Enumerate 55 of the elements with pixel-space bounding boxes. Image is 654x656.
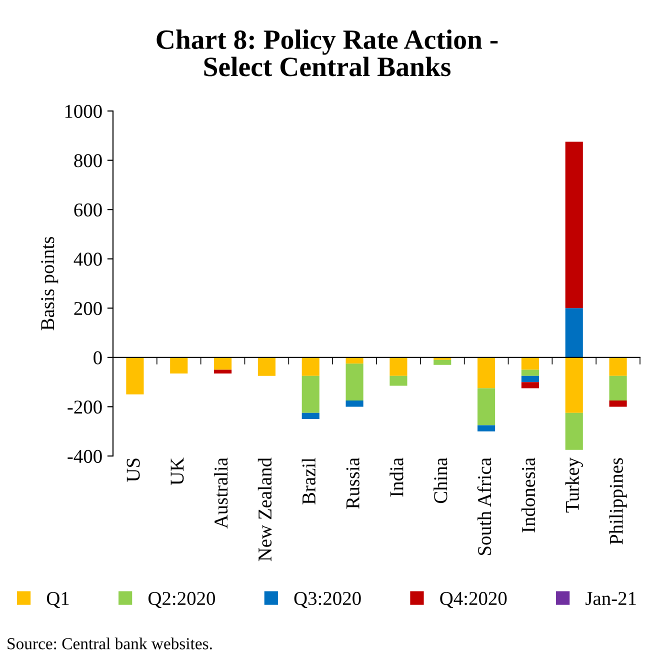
x-tick-label: Indonesia — [521, 458, 536, 532]
legend-label: Jan-21 — [586, 592, 636, 606]
legend-label: Q1 — [46, 592, 69, 608]
legend-label: Q3:2020 — [294, 592, 361, 608]
y-tick-label: 800 — [74, 154, 102, 168]
y-tick-label: -200 — [68, 400, 102, 414]
legend-label: Q4:2020 — [440, 592, 507, 608]
x-tick-label: UK — [170, 458, 184, 486]
y-tick-label: 400 — [74, 252, 102, 266]
x-tick-label: South Africa — [477, 458, 492, 555]
bar — [258, 357, 276, 376]
bar — [565, 412, 583, 450]
y-tick-label: 200 — [74, 302, 102, 316]
x-tick-label: Brazil — [302, 458, 316, 504]
y-tick-label: -400 — [68, 450, 102, 463]
bar — [434, 360, 452, 365]
bar — [609, 357, 627, 376]
bar — [521, 370, 539, 376]
bar — [565, 308, 583, 358]
bar — [521, 357, 539, 370]
bar — [302, 412, 320, 420]
y-axis-title: Basis points — [41, 236, 58, 330]
bar — [478, 388, 496, 426]
bar — [302, 376, 320, 413]
bar — [609, 376, 627, 401]
y-tick-label: 0 — [94, 351, 102, 364]
source-note: Source: Central bank websites. — [8, 638, 212, 650]
y-tick-label: 1000 — [65, 104, 102, 118]
x-tick-label: India — [390, 458, 404, 497]
bar — [609, 400, 627, 407]
bar — [565, 357, 583, 413]
bar — [390, 357, 408, 376]
x-tick-label: Australia — [214, 458, 228, 529]
x-tick-label: US — [126, 458, 140, 482]
x-tick-label: China — [434, 458, 448, 504]
bar — [565, 142, 583, 308]
bar — [478, 357, 496, 388]
bar — [214, 370, 232, 374]
bar — [126, 357, 144, 394]
x-tick-label: Turkey — [565, 458, 583, 513]
x-tick-label: New Zealand — [258, 458, 272, 562]
bar — [521, 376, 539, 382]
bar — [390, 376, 408, 386]
bar — [214, 357, 232, 370]
chart-title: Chart 8: Policy Rate Action - Select Central Banks — [156, 30, 498, 76]
bar — [521, 382, 539, 388]
bar — [302, 357, 320, 376]
x-tick-label: Russia — [346, 458, 360, 509]
bar — [170, 357, 188, 374]
bar — [346, 364, 364, 401]
y-tick-label: 600 — [74, 203, 102, 217]
x-tick-label: Philippines — [609, 458, 627, 544]
bar — [346, 400, 364, 407]
bar — [478, 425, 496, 432]
legend-label: Q2:2020 — [148, 592, 215, 608]
